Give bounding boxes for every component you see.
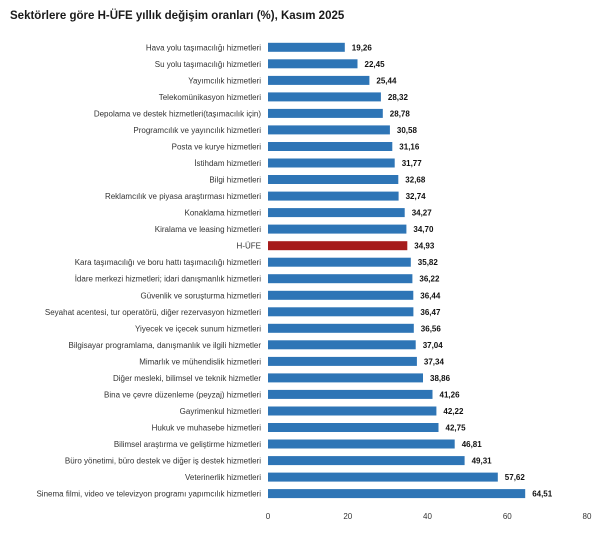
x-tick-label-4: 80 — [583, 512, 592, 521]
value-label-4: 28,78 — [390, 109, 411, 118]
category-label-8: Bilgi hizmetleri — [209, 176, 261, 185]
value-label-3: 28,32 — [388, 93, 409, 102]
category-label-16: Seyahat acentesi, tur operatörü, diğer r… — [45, 308, 261, 317]
bar-9 — [268, 191, 399, 201]
category-label-13: Kara taşımacılığı ve boru hattı taşımacı… — [75, 258, 262, 267]
value-label-14: 36,22 — [419, 275, 440, 284]
value-label-23: 42,75 — [446, 424, 467, 433]
category-label-25: Büro yönetimi, büro destek ve diğer iş d… — [65, 457, 261, 466]
bars-layer — [268, 42, 526, 499]
bar-13 — [268, 257, 411, 267]
value-label-9: 32,74 — [406, 192, 427, 201]
category-label-14: İdare merkezi hizmetleri; idari danışman… — [75, 275, 262, 284]
bar-3 — [268, 92, 381, 102]
value-label-25: 49,31 — [472, 457, 493, 466]
category-label-1: Su yolu taşımacılığı hizmetleri — [155, 60, 261, 69]
bar-2 — [268, 75, 370, 85]
category-label-5: Programcılık ve yayıncılık hizmetleri — [133, 126, 261, 135]
bar-16 — [268, 307, 414, 317]
category-label-12: H-ÜFE — [237, 242, 261, 251]
value-label-12: 34,93 — [414, 242, 435, 251]
bar-20 — [268, 373, 423, 383]
bar-24 — [268, 439, 455, 449]
bar-19 — [268, 356, 417, 366]
category-label-7: İstihdam hizmetleri — [194, 159, 261, 168]
category-label-15: Güvenlik ve soruşturma hizmetleri — [141, 291, 262, 300]
bar-1 — [268, 59, 358, 69]
x-tick-label-3: 60 — [503, 512, 512, 521]
category-labels-layer: Hava yolu taşımacılığı hizmetleri Su yolu… — [36, 43, 261, 498]
bar-14 — [268, 274, 413, 284]
bar-27 — [268, 489, 526, 499]
x-axis: 0 20 40 60 80 — [266, 512, 592, 521]
category-label-22: Gayrimenkul hizmetleri — [180, 407, 262, 416]
value-label-2: 25,44 — [376, 76, 397, 85]
bar-25 — [268, 456, 465, 466]
category-label-3: Telekomünikasyon hizmetleri — [159, 93, 261, 102]
category-label-0: Hava yolu taşımacılığı hizmetleri — [146, 43, 261, 52]
value-label-27: 64,51 — [532, 490, 553, 499]
value-label-20: 38,86 — [430, 374, 451, 383]
value-label-19: 37,34 — [424, 357, 445, 366]
category-label-10: Konaklama hizmetleri — [185, 209, 262, 218]
category-label-18: Bilgisayar programlama, danışmanlık ve i… — [68, 341, 261, 350]
chart-title: Sektörlere göre H-ÜFE yıllık değişim ora… — [10, 10, 345, 22]
value-label-24: 46,81 — [462, 440, 483, 449]
category-label-24: Bilimsel araştırma ve geliştirme hizmetl… — [114, 440, 261, 449]
bar-18 — [268, 340, 416, 350]
bar-0 — [268, 42, 345, 52]
bar-11 — [268, 224, 407, 234]
value-label-10: 34,27 — [412, 209, 433, 218]
category-label-26: Veterinerlik hizmetleri — [185, 473, 261, 482]
bar-26 — [268, 472, 498, 482]
x-tick-label-1: 20 — [343, 512, 352, 521]
category-label-19: Mimarlık ve mühendislik hizmetleri — [139, 357, 261, 366]
value-label-18: 37,04 — [423, 341, 444, 350]
category-label-2: Yayımcılık hizmetleri — [188, 76, 261, 85]
category-label-21: Bina ve çevre düzenleme (peyzaj) hizmetl… — [104, 390, 261, 399]
bar-5 — [268, 125, 390, 135]
value-label-15: 36,44 — [420, 291, 441, 300]
x-tick-label-2: 40 — [423, 512, 432, 521]
value-label-1: 22,45 — [365, 60, 386, 69]
value-label-0: 19,26 — [352, 43, 373, 52]
category-label-11: Kiralama ve leasing hizmetleri — [155, 225, 261, 234]
category-label-17: Yiyecek ve içecek sunum hizmetleri — [135, 324, 261, 333]
value-labels-layer: 19,26 22,45 25,44 28,32 28,78 30,58 31,16 31,77… — [352, 43, 553, 498]
bar-6 — [268, 142, 393, 151]
bar-23 — [268, 423, 439, 432]
category-label-27: Sinema filmi, video ve televizyon progra… — [36, 490, 261, 499]
value-label-11: 34,70 — [413, 225, 434, 234]
category-label-9: Reklamcılık ve piyasa araştırması hizmet… — [105, 192, 261, 201]
value-label-8: 32,68 — [405, 176, 426, 185]
bar-12 — [268, 241, 408, 251]
value-label-7: 31,77 — [402, 159, 423, 168]
value-label-26: 57,62 — [505, 473, 526, 482]
bar-7 — [268, 158, 395, 168]
bar-21 — [268, 389, 433, 399]
category-label-20: Diğer mesleki, bilimsel ve teknik hizmet… — [113, 374, 261, 383]
bar-10 — [268, 208, 405, 218]
value-label-5: 30,58 — [397, 126, 418, 135]
bar-15 — [268, 290, 414, 300]
value-label-21: 41,26 — [440, 390, 461, 399]
value-label-13: 35,82 — [418, 258, 439, 267]
value-label-6: 31,16 — [399, 143, 420, 152]
value-label-16: 36,47 — [420, 308, 441, 317]
category-label-4: Depolama ve destek hizmetleri(taşımacılı… — [94, 109, 262, 118]
bar-17 — [268, 323, 414, 333]
bar-22 — [268, 406, 437, 416]
bar-4 — [268, 108, 383, 118]
category-label-23: Hukuk ve muhasebe hizmetleri — [152, 424, 262, 433]
value-label-17: 36,56 — [421, 324, 442, 333]
bar-8 — [268, 175, 399, 184]
x-tick-label-0: 0 — [266, 512, 271, 521]
value-label-22: 42,22 — [443, 407, 464, 416]
category-label-6: Posta ve kurye hizmetleri — [172, 143, 262, 152]
